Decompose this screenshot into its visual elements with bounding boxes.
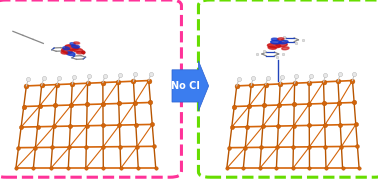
Ellipse shape bbox=[62, 49, 72, 53]
Ellipse shape bbox=[72, 48, 83, 52]
Ellipse shape bbox=[282, 47, 289, 50]
Ellipse shape bbox=[268, 46, 276, 49]
Ellipse shape bbox=[67, 52, 75, 55]
Ellipse shape bbox=[70, 43, 75, 45]
Ellipse shape bbox=[279, 40, 288, 44]
Polygon shape bbox=[172, 61, 209, 111]
Ellipse shape bbox=[74, 42, 80, 44]
Ellipse shape bbox=[278, 38, 284, 40]
Ellipse shape bbox=[65, 45, 79, 50]
Text: No Cl: No Cl bbox=[171, 81, 200, 91]
Ellipse shape bbox=[71, 45, 80, 48]
Ellipse shape bbox=[276, 43, 287, 47]
Ellipse shape bbox=[63, 47, 70, 50]
Ellipse shape bbox=[271, 38, 278, 41]
FancyBboxPatch shape bbox=[0, 0, 181, 177]
Ellipse shape bbox=[271, 40, 281, 44]
Ellipse shape bbox=[76, 52, 82, 54]
Ellipse shape bbox=[268, 43, 280, 48]
FancyBboxPatch shape bbox=[198, 0, 378, 177]
Ellipse shape bbox=[61, 52, 67, 54]
